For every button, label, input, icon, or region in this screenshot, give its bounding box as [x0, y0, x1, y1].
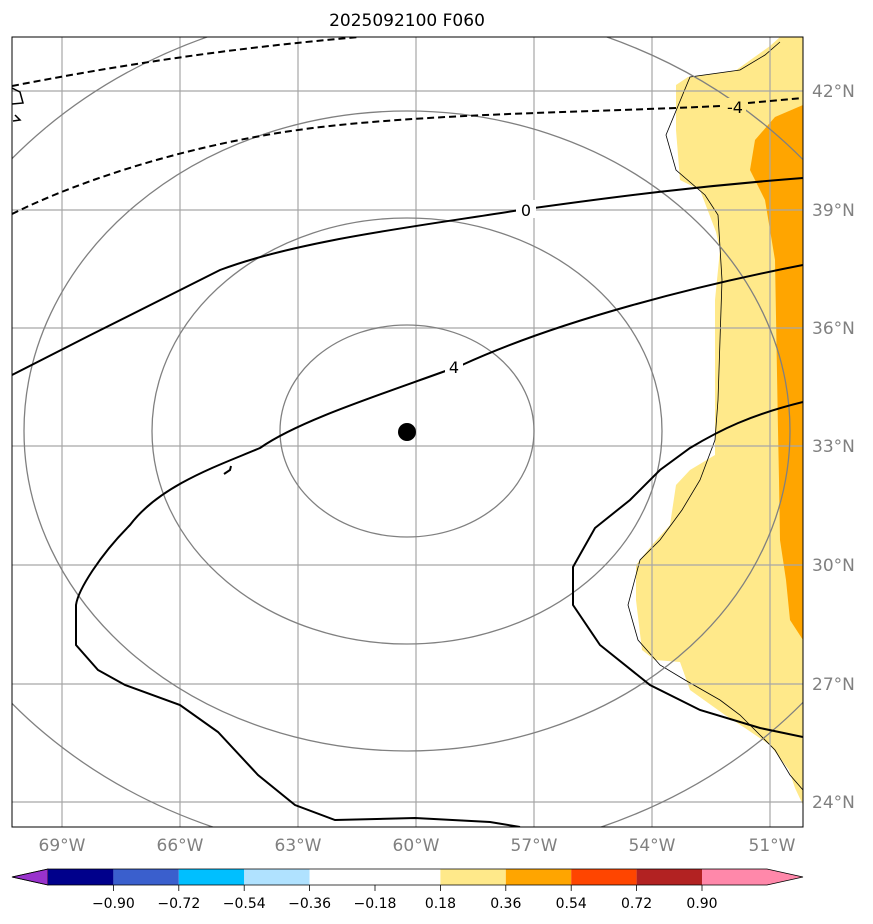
lon-label: 60°W: [393, 836, 440, 856]
colorbar-segment: [440, 869, 506, 885]
lon-label: 54°W: [629, 836, 676, 856]
colorbar-segment: [375, 869, 441, 885]
contour-label-zero: 0: [521, 201, 531, 220]
positive-contour-branch: [572, 401, 803, 738]
lon-label: 66°W: [157, 836, 204, 856]
shading-orange-region: [750, 105, 803, 640]
graticule: [12, 37, 803, 827]
lat-label: 42°N: [812, 82, 855, 102]
storm-center-marker: [398, 423, 416, 441]
map-frame: [11, 36, 804, 828]
range-ring-1: [279, 324, 535, 538]
colorbar-segment: [571, 869, 637, 885]
colorbar-over-arrow: [702, 869, 803, 885]
colorbar-under-arrow: [11, 868, 49, 886]
map-title: 2025092100 F060: [329, 11, 485, 31]
lon-label: 57°W: [511, 836, 558, 856]
colorbar-ticks: [113, 885, 703, 891]
colorbar-segment: [244, 869, 310, 885]
colorbar-tick-label: −0.36: [288, 896, 331, 912]
contour-label-pos4: 4: [449, 358, 459, 377]
colorbar-segment: [505, 869, 572, 885]
colorbar-tick-label: 0.72: [621, 896, 652, 912]
shading-yellow-region: [636, 37, 803, 805]
colorbar-tick-label: 0.18: [425, 896, 456, 912]
colorbar: −0.90 −0.72 −0.54 −0.36 −0.18 0.18 0.36 …: [11, 868, 804, 912]
lat-label: 30°N: [812, 556, 855, 576]
positive-contour-line: [75, 264, 803, 827]
colorbar-segment: [48, 869, 114, 885]
colorbar-segment: [113, 869, 179, 885]
colorbar-segment: [636, 869, 702, 885]
lon-label: 51°W: [749, 836, 796, 856]
colorbar-tick-label: −0.54: [223, 896, 266, 912]
lat-label: 36°N: [812, 319, 855, 339]
colorbar-tick-label: 0.54: [556, 896, 587, 912]
latitude-labels: 42°N 39°N 36°N 33°N 30°N 27°N 24°N: [812, 82, 855, 813]
colorbar-tick-label: −0.90: [92, 896, 135, 912]
contour-label-neg4: -4: [727, 98, 743, 117]
lon-label: 63°W: [275, 836, 322, 856]
colorbar-segment: [309, 869, 375, 885]
colorbar-tick-labels: −0.90 −0.72 −0.54 −0.36 −0.18 0.18 0.36 …: [92, 896, 718, 912]
colorbar-segment: [178, 869, 245, 885]
colorbar-tick-label: −0.72: [157, 896, 200, 912]
lat-label: 33°N: [812, 437, 855, 457]
map-area: -4 0 4: [12, 37, 803, 827]
lat-label: 39°N: [812, 201, 855, 221]
range-ring-3: [23, 110, 791, 752]
range-ring-2: [151, 217, 663, 645]
colorbar-tick-label: −0.18: [354, 896, 397, 912]
colorbar-outline: [11, 868, 804, 886]
zero-contour-line: [12, 177, 803, 376]
range-rings: [12, 37, 803, 827]
longitude-labels: 69°W 66°W 63°W 60°W 57°W 54°W 51°W: [39, 836, 796, 856]
thin-outline-contour: [627, 41, 803, 791]
colorbar-tick-label: 0.36: [490, 896, 521, 912]
small-contour-fragment: [223, 465, 232, 475]
negative-contours: [12, 37, 803, 215]
lat-label: 27°N: [812, 675, 855, 695]
colorbar-tick-label: 0.90: [686, 896, 717, 912]
lat-label: 24°N: [812, 793, 855, 813]
lon-label: 69°W: [39, 836, 86, 856]
corner-contour-fragment: [12, 87, 24, 122]
